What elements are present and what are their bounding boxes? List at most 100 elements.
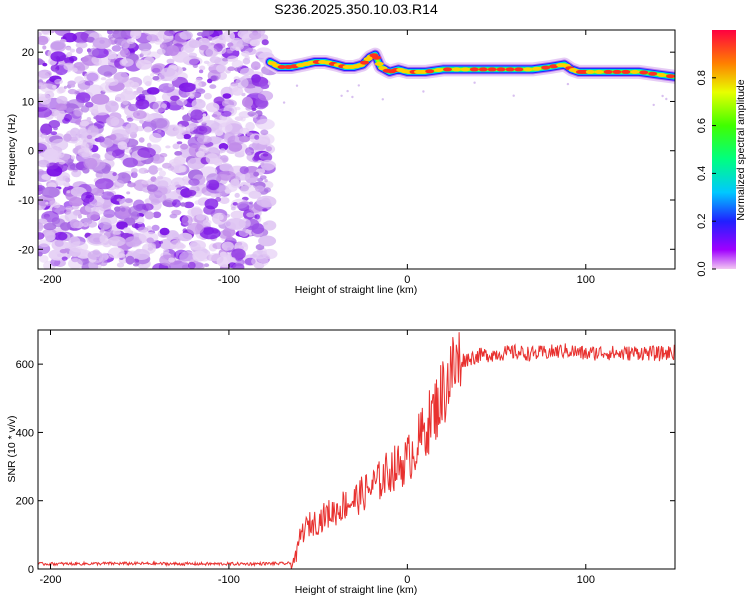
- heatmap-speck: [260, 129, 269, 136]
- spectrogram-ridge-peak: [630, 69, 640, 74]
- heatmap-speck: [202, 113, 207, 117]
- heatmap-speck: [247, 111, 256, 117]
- spectrogram-ridge-peak: [514, 67, 524, 72]
- heatmap-speck: [148, 192, 167, 203]
- snr-ytick-label: 600: [16, 359, 34, 371]
- heatmap-speck: [263, 220, 277, 231]
- heatmap-speck: [50, 51, 66, 62]
- snr-xtick-label: -100: [218, 574, 240, 586]
- spectrogram-ridge-peak: [372, 55, 382, 60]
- heatmap-speck: [69, 163, 83, 171]
- heatmap-speck: [66, 51, 73, 58]
- heatmap-speck: [196, 135, 212, 144]
- heatmap-speck: [38, 58, 44, 66]
- snr-ticks: -200 -100 0 100 0 200 400 600: [16, 330, 675, 586]
- heatmap-speck: [262, 153, 269, 157]
- heatmap-speck: [97, 192, 104, 197]
- heatmap-speck: [136, 101, 144, 107]
- spectrogram-ridge-peak: [418, 69, 428, 74]
- heatmap-speck: [116, 253, 126, 258]
- heatmap-speck: [51, 138, 69, 151]
- heatmap-speck: [196, 31, 204, 37]
- heatmap-speck: [156, 48, 166, 55]
- heatmap-speck: [258, 235, 277, 247]
- heatmap-speck: [119, 58, 134, 67]
- heatmap-speck: [125, 122, 139, 135]
- heatmap-speck: [40, 83, 57, 93]
- heatmap-speck: [209, 56, 222, 64]
- heatmap-speck: [151, 224, 160, 231]
- heatmap-speck: [259, 175, 267, 180]
- spectrogram-ridge-peak: [541, 65, 551, 70]
- heatmap-speck: [232, 202, 238, 206]
- heatmap-speck: [67, 80, 76, 86]
- spectrogram-ridge-peak: [469, 67, 479, 72]
- heatmap-speck: [170, 164, 186, 174]
- heatmap-speck: [133, 199, 145, 211]
- spectrogram-ytick-label: -20: [18, 244, 34, 256]
- colorbar-tick-label: 0.2: [696, 214, 708, 229]
- heatmap-speck: [164, 30, 176, 37]
- heatmap-speck: [41, 174, 51, 180]
- heatmap-speck: [146, 34, 159, 42]
- heatmap-speck: [141, 180, 150, 185]
- heatmap-speck: [82, 167, 90, 174]
- heatmap-speck: [123, 227, 131, 233]
- heatmap-speck: [88, 48, 100, 58]
- heatmap-speck: [152, 65, 163, 73]
- heatmap-speck: [125, 255, 135, 265]
- heatmap-speck: [230, 210, 245, 219]
- heatmap-speck: [261, 39, 269, 46]
- heatmap-speck: [203, 263, 210, 268]
- heatmap-speck: [189, 94, 195, 99]
- heatmap-speck: [168, 257, 176, 263]
- heatmap-speck: [120, 207, 126, 212]
- heatmap-speck: [132, 110, 147, 120]
- heatmap-speck: [52, 202, 61, 209]
- heatmap-speck: [165, 145, 171, 149]
- heatmap-speck: [242, 96, 253, 108]
- heatmap-speck: [254, 214, 260, 220]
- heatmap-speck: [114, 206, 121, 212]
- heatmap-speck: [235, 77, 249, 89]
- heatmap-speck: [170, 95, 180, 101]
- heatmap-speck: [222, 93, 232, 99]
- heatmap-speck: [46, 178, 52, 182]
- heatmap-speck: [69, 219, 80, 229]
- heatmap-speck: [38, 93, 46, 101]
- heatmap-speck: [75, 47, 83, 54]
- heatmap-speck: [188, 178, 200, 186]
- heatmap-speck: [68, 258, 83, 269]
- heatmap-speck: [70, 84, 76, 88]
- heatmap-speck: [58, 61, 66, 66]
- heatmap-speck: [172, 199, 181, 208]
- heatmap-speck: [266, 146, 272, 152]
- heatmap-speck: [140, 48, 152, 56]
- heatmap-speck: [232, 263, 245, 269]
- heatmap-speck: [248, 204, 263, 213]
- heatmap-speck: [112, 172, 117, 177]
- heatmap-speck: [84, 71, 100, 83]
- heatmap-speck: [228, 142, 243, 152]
- heatmap-speck: [246, 152, 252, 156]
- heatmap-speck: [138, 167, 148, 174]
- heatmap-speck: [257, 90, 274, 101]
- heatmap-speck: [112, 30, 127, 40]
- heatmap-speck: [188, 39, 202, 49]
- heatmap-speck: [45, 201, 49, 205]
- heatmap-speck: [40, 123, 53, 136]
- heatmap-speck: [144, 211, 154, 220]
- spectrogram-ridge-peak: [487, 67, 497, 72]
- heatmap-speck: [63, 62, 75, 71]
- heatmap-speck: [199, 65, 206, 71]
- heatmap-speck: [203, 92, 212, 100]
- spectrogram-ytick-label: 20: [22, 47, 34, 59]
- heatmap-speck: [116, 198, 122, 202]
- heatmap-speck: [54, 78, 63, 85]
- heatmap-speck: [242, 57, 251, 65]
- heatmap-speck: [217, 170, 236, 181]
- spectrogram-ridge-peak: [532, 66, 542, 71]
- heatmap-speck: [282, 101, 286, 104]
- heatmap-speck: [50, 131, 58, 136]
- heatmap-speck: [210, 193, 217, 198]
